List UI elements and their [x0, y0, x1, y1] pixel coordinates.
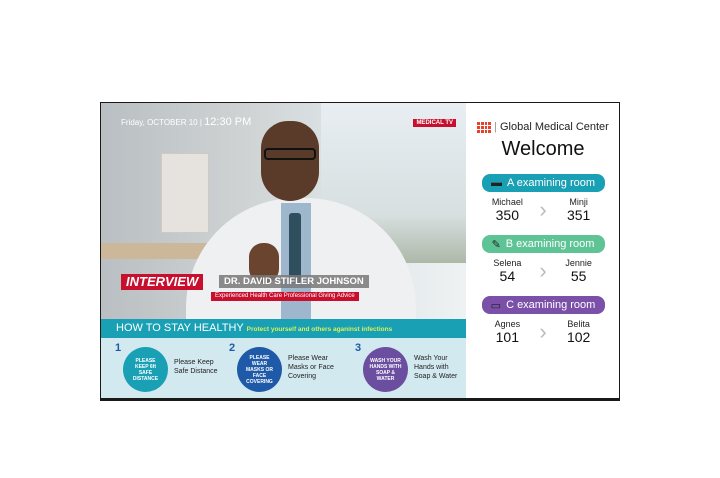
- tip-number: 3: [355, 342, 362, 354]
- tip-text: Please Wear Masks or Face Covering: [288, 354, 334, 380]
- room-1: ✎ B examining room Selena 54 › Jennie 55: [467, 235, 619, 284]
- queue-row: Selena 54 › Jennie 55: [467, 258, 619, 284]
- date: Friday, OCTOBER 10 |: [121, 118, 202, 127]
- room-2: ▭ C examining room Agnes 101 › Belita 102: [467, 296, 619, 345]
- welcome-title: Welcome: [501, 138, 585, 160]
- tv-display: Friday, OCTOBER 10 | 12:30 PM MEDICAL TV…: [100, 102, 620, 401]
- tip-number: 2: [229, 342, 236, 354]
- next-patient: Jennie 55: [559, 258, 599, 284]
- patient-name: Selena: [493, 258, 522, 268]
- mask-icon: PLEASE WEAR MASKS OR FACE COVERING: [237, 347, 282, 392]
- room-header: ✎ B examining room: [481, 235, 605, 253]
- queue-sidebar: | Global Medical Center Welcome ▬ A examin…: [467, 103, 619, 398]
- room-header: ▬ A examining room: [481, 174, 605, 192]
- health-title: HOW TO STAY HEALTHY: [116, 322, 244, 334]
- room-label: C examining room: [506, 299, 596, 311]
- video-panel: Friday, OCTOBER 10 | 12:30 PM MEDICAL TV…: [101, 103, 466, 398]
- patient-name: Jennie: [565, 258, 592, 268]
- doctor-head: [261, 121, 319, 201]
- patient-name: Michael: [491, 197, 523, 207]
- current-patient: Selena 54: [487, 258, 527, 284]
- queue-number: 54: [499, 268, 516, 284]
- patient-name: Belita: [567, 319, 590, 329]
- current-patient: Agnes 101: [487, 319, 527, 345]
- next-patient: Belita 102: [559, 319, 599, 345]
- anatomy-poster: [161, 153, 209, 233]
- brand-name: Global Medical Center: [500, 121, 609, 133]
- wall-panel: [101, 243, 221, 259]
- handwash-icon: WASH YOUR HANDS WITH SOAP & WATER: [363, 347, 408, 392]
- glasses: [264, 148, 316, 160]
- health-banner: HOW TO STAY HEALTHY Protect yourself and…: [101, 319, 466, 338]
- room-header: ▭ C examining room: [481, 296, 605, 314]
- logo-icon: [477, 121, 492, 133]
- chat-icon: ▬: [490, 177, 502, 189]
- queue-number: 55: [570, 268, 587, 284]
- guest-title: Experienced Health Care Professional Giv…: [211, 292, 359, 301]
- channel-badge: MEDICAL TV: [413, 119, 456, 127]
- current-patient: Michael 350: [487, 197, 527, 223]
- screen: Friday, OCTOBER 10 | 12:30 PM MEDICAL TV…: [101, 103, 619, 398]
- next-patient: Minji 351: [559, 197, 599, 223]
- datetime: Friday, OCTOBER 10 | 12:30 PM: [121, 116, 251, 128]
- interview-tag: INTERVIEW: [121, 274, 204, 290]
- queue-number: 102: [566, 329, 591, 345]
- tips-panel: 1 PLEASE KEEP 6ft SAFE DISTANCE Please K…: [101, 338, 466, 398]
- patient-name: Minji: [569, 197, 588, 207]
- tip-2: 2 PLEASE WEAR MASKS OR FACE COVERING Ple…: [229, 342, 350, 392]
- tip-1: 1 PLEASE KEEP 6ft SAFE DISTANCE Please K…: [115, 342, 224, 392]
- distance-icon: PLEASE KEEP 6ft SAFE DISTANCE: [123, 347, 168, 392]
- tip-3: 3 WASH YOUR HANDS WITH SOAP & WATER Wash…: [355, 342, 462, 392]
- room-0: ▬ A examining room Michael 350 › Minji 351: [467, 174, 619, 223]
- room-label: B examining room: [505, 238, 595, 250]
- doctor-tie: [289, 213, 301, 283]
- time: 12:30 PM: [204, 116, 252, 128]
- brand: | Global Medical Center: [467, 121, 619, 133]
- room-label: A examining room: [506, 177, 596, 189]
- queue-row: Michael 350 › Minji 351: [467, 197, 619, 223]
- tip-text: Please Keep Safe Distance: [174, 359, 218, 375]
- guest-name: DR. DAVID STIFLER JOHNSON: [219, 275, 369, 288]
- queue-number: 101: [495, 329, 519, 345]
- health-subtitle: Protect yourself and others aganinst inf…: [246, 326, 393, 333]
- queue-number: 351: [566, 207, 591, 223]
- laptop-icon: ▭: [490, 299, 502, 312]
- chevron-right-icon: ›: [539, 197, 547, 222]
- queue-number: 350: [495, 207, 519, 223]
- patient-name: Agnes: [494, 319, 521, 329]
- queue-row: Agnes 101 › Belita 102: [467, 319, 619, 345]
- chevron-right-icon: ›: [539, 319, 547, 344]
- tip-number: 1: [115, 342, 122, 354]
- syringe-icon: ✎: [491, 238, 501, 251]
- chevron-right-icon: ›: [539, 258, 547, 283]
- tip-text: Wash Your Hands with Soap & Water: [414, 354, 458, 380]
